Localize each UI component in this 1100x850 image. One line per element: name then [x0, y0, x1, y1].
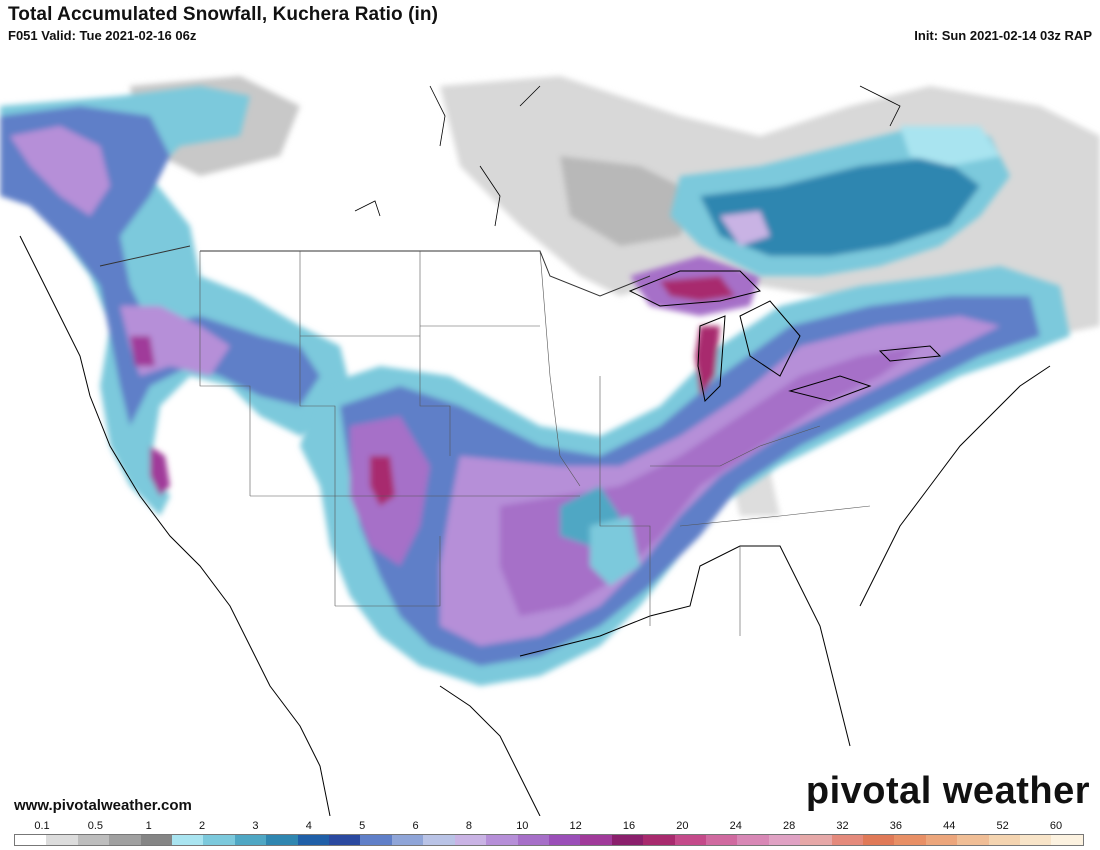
western-snow-band: [0, 86, 350, 516]
legend-label: 4: [305, 820, 312, 832]
legend-label: 60: [1049, 820, 1063, 832]
legend-swatch: [77, 835, 110, 845]
legend-label: 52: [996, 820, 1009, 832]
legend-labels: 0.1 0.5 1 2 3 4 5 6 8 10 12 16 20 24 28 32 36 44 52 60: [14, 820, 1084, 834]
legend-label: 44: [943, 820, 956, 832]
legend-swatch: [705, 835, 738, 845]
state-lines: [199, 250, 871, 636]
map-title: Total Accumulated Snowfall, Kuchera Rati…: [8, 4, 439, 25]
legend-swatch: [391, 835, 424, 845]
legend-swatch: [454, 835, 487, 845]
legend-label: 5: [359, 820, 366, 832]
legend-swatch: [15, 835, 47, 845]
legend-swatch: [674, 835, 706, 845]
legend-swatch: [46, 835, 78, 845]
legend-swatch: [988, 835, 1020, 845]
legend-label: 0.5: [87, 820, 104, 832]
canadian-lakes: [354, 85, 901, 227]
legend-swatch: [297, 835, 330, 845]
legend-label: 8: [465, 820, 472, 832]
legend-swatch: [423, 835, 455, 845]
legend-swatch: [768, 835, 801, 845]
legend-swatch: [548, 835, 581, 845]
legend-swatch: [203, 835, 235, 845]
legend-label: 6: [412, 820, 419, 832]
legend-swatch: [737, 835, 769, 845]
legend-swatch: [1051, 835, 1083, 845]
valid-time: F051 Valid: Tue 2021-02-16 06z: [8, 28, 197, 43]
legend-label: 28: [783, 820, 796, 832]
legend-swatch: [266, 835, 298, 845]
snowfall-map: [0, 46, 1100, 816]
legend-swatch: [140, 835, 173, 845]
legend-swatch: [862, 835, 895, 845]
legend-label: 32: [836, 820, 849, 832]
legend-label: 3: [252, 820, 259, 832]
legend-swatch: [172, 835, 204, 845]
main-snow-band: [300, 256, 1070, 686]
canada-snow-band: [670, 126, 1010, 276]
legend-swatch: [580, 835, 612, 845]
legend-label: 16: [622, 820, 636, 832]
legend-label: 36: [889, 820, 903, 832]
legend-swatch: [925, 835, 958, 845]
legend-swatch: [109, 835, 141, 845]
legend-swatch: [800, 835, 832, 845]
map-canvas: [0, 76, 1100, 816]
legend-swatch: [894, 835, 926, 845]
legend-swatch: [643, 835, 675, 845]
legend-label: 1: [145, 820, 152, 832]
borders-outline: [19, 235, 1051, 816]
great-lakes-outline: [628, 270, 942, 403]
legend-label: 20: [676, 820, 689, 832]
pivotal-weather-logo: pivotal weather: [805, 770, 1090, 812]
legend-label: 10: [516, 820, 529, 832]
legend-swatch: [234, 835, 267, 845]
legend-label: 0.1: [34, 820, 50, 832]
legend-label: 24: [729, 820, 742, 832]
legend-swatch: [831, 835, 863, 845]
legend-swatch: [486, 835, 518, 845]
legend-swatch: [611, 835, 644, 845]
legend-swatch: [517, 835, 549, 845]
legend-swatch: [360, 835, 392, 845]
map-header: Total Accumulated Snowfall, Kuchera Rati…: [0, 0, 1100, 46]
legend-label: 2: [199, 820, 206, 832]
website-url: www.pivotalweather.com: [14, 797, 192, 814]
legend-swatch: [957, 835, 989, 845]
legend-label: 12: [569, 820, 582, 832]
legend-color-bar: [14, 834, 1084, 846]
init-time: Init: Sun 2021-02-14 03z RAP: [914, 28, 1092, 43]
legend-swatch: [1020, 835, 1052, 845]
color-legend: 0.1 0.5 1 2 3 4 5 6 8 10 12 16 20 24 28 32 36 44 52 60: [14, 820, 1084, 848]
legend-swatch: [329, 835, 361, 845]
